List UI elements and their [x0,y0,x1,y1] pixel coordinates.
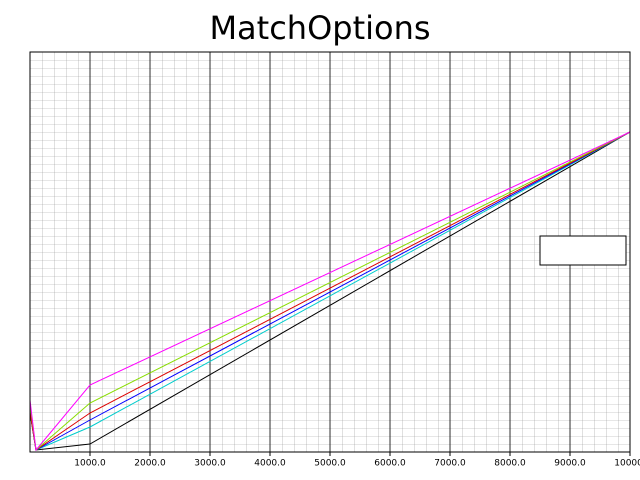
legend-box [539,235,627,266]
x-tick-label: 6000.0 [374,459,406,469]
chart-title: MatchOptions [209,9,430,47]
x-tick-label: 7000.0 [434,459,466,469]
x-tick-label: 2000.0 [134,459,166,469]
x-tick-label: 5000.0 [314,459,346,469]
x-tick-label: 9000.0 [554,459,586,469]
x-tick-label: 3000.0 [194,459,226,469]
x-tick-label: 1000.0 [74,459,106,469]
series-line [29,131,631,452]
x-tick-label: 10000. [614,459,640,469]
x-tick-label: 4000.0 [254,459,286,469]
x-tick-label: 8000.0 [494,459,526,469]
series-line [29,131,631,451]
